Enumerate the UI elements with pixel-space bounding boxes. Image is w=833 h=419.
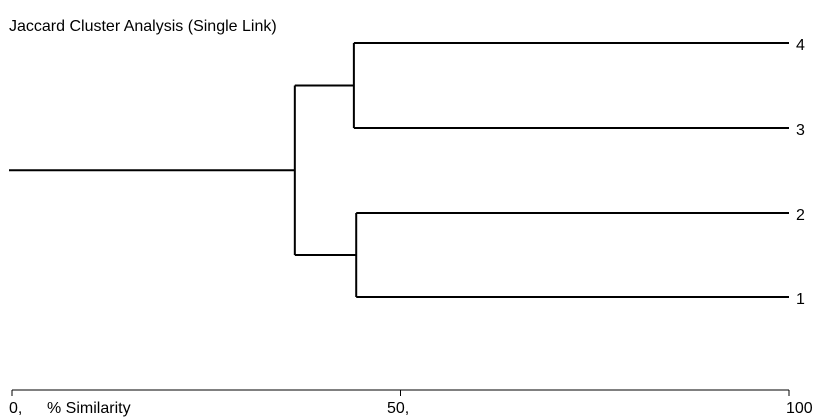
- tick-label-100: 100: [786, 400, 813, 417]
- chart-title: Jaccard Cluster Analysis (Single Link): [9, 18, 277, 35]
- leaf-label-4: 4: [796, 37, 805, 54]
- dendrogram-branches: [9, 42, 789, 298]
- leaf-label-1: 1: [796, 291, 805, 308]
- similarity-axis: [11, 389, 790, 396]
- leaf-label-3: 3: [796, 122, 805, 139]
- leaf-label-2: 2: [796, 207, 805, 224]
- axis-label: % Similarity: [47, 400, 131, 417]
- tick-label-50: 50,: [387, 400, 410, 417]
- tick-label-0: 0,: [9, 400, 23, 417]
